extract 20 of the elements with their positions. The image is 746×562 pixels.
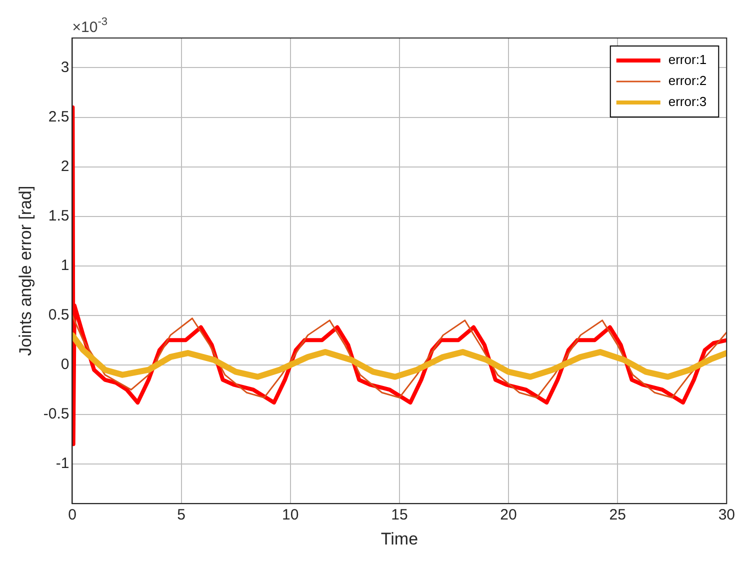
x-tick-label: 15	[391, 506, 408, 524]
y-tick-label: 0.5	[48, 306, 70, 324]
y-tick-label: 1.5	[48, 207, 70, 224]
y-tick-label: 1	[60, 256, 70, 274]
y-tick-label: 2	[60, 158, 70, 175]
y-axis-title: Joints angle error [rad]	[16, 186, 35, 356]
y-tick-label: -1	[56, 455, 70, 472]
y-tick-label: 0	[60, 356, 70, 374]
legend-label: error:1	[668, 52, 707, 68]
y-tick-label: -0.5	[43, 406, 70, 423]
x-axis-title: Time	[380, 529, 418, 548]
legend-label: error:3	[668, 94, 707, 110]
x-tick-label: 30	[718, 506, 735, 524]
y-tick-label: 2.5	[48, 108, 70, 126]
x-tick-label: 25	[609, 506, 626, 524]
legend-label: error:2	[668, 73, 707, 88]
x-tick-label: 20	[500, 506, 517, 524]
y-tick-label: 3	[60, 58, 70, 76]
x-tick-label: 10	[282, 506, 299, 524]
x-tick-label: 5	[177, 506, 186, 524]
